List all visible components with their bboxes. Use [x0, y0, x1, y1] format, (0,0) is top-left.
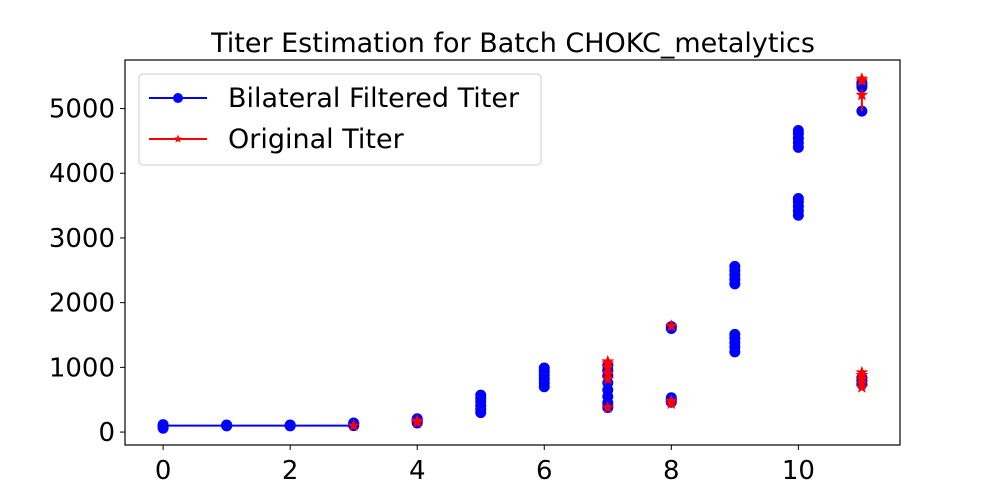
chart-title: Titer Estimation for Batch CHOKC_metalyt… — [210, 28, 815, 59]
data-point-original — [601, 360, 615, 373]
data-point-bilateral — [729, 328, 741, 340]
data-point-bilateral — [538, 362, 550, 374]
data-point-original — [601, 367, 615, 380]
x-tick-label: 8 — [663, 456, 680, 486]
data-point-original — [601, 400, 615, 413]
data-point-original — [601, 354, 615, 367]
data-point-original — [664, 394, 678, 407]
data-point-bilateral — [475, 389, 487, 401]
legend-label: Original Titer — [228, 124, 405, 155]
y-tick-label: 2000 — [49, 289, 115, 319]
legend-marker — [173, 93, 183, 103]
data-point-original — [855, 88, 869, 101]
data-point-original — [855, 372, 869, 385]
x-tick-label: 10 — [782, 456, 815, 486]
y-tick-label: 5000 — [49, 95, 115, 125]
y-tick-label: 3000 — [49, 224, 115, 254]
data-point-original — [855, 72, 869, 85]
data-point-original — [855, 376, 869, 389]
data-point-bilateral — [729, 260, 741, 272]
y-tick-label: 0 — [98, 418, 115, 448]
data-point-original — [855, 380, 869, 393]
data-point-bilateral — [284, 419, 296, 431]
data-point-original — [855, 365, 869, 378]
x-axis: 0 2 4 6 8 10 — [155, 445, 815, 486]
plot-frame — [124, 59, 901, 446]
data-point-original — [347, 418, 361, 431]
x-tick-label: 4 — [409, 456, 426, 486]
data-point-bilateral — [221, 419, 233, 431]
y-tick-label: 4000 — [49, 159, 115, 189]
y-axis: 0 1000 2000 3000 4000 5000 — [49, 95, 125, 448]
y-tick-label: 1000 — [49, 353, 115, 383]
x-tick-label: 0 — [155, 456, 172, 486]
plot-layer — [124, 59, 901, 446]
data-point-bilateral — [792, 125, 804, 137]
x-tick-label: 6 — [536, 456, 553, 486]
data-point-bilateral — [157, 419, 169, 431]
legend-box — [138, 73, 542, 166]
legend-label: Bilateral Filtered Titer — [228, 83, 520, 114]
data-point-bilateral — [792, 192, 804, 204]
data-point-original — [664, 319, 678, 332]
legend: Bilateral Filtered Titer Original Titer — [138, 73, 542, 166]
x-tick-label: 2 — [282, 456, 299, 486]
data-point-original — [601, 372, 615, 385]
legend-marker — [173, 134, 183, 143]
data-point-original — [410, 414, 424, 427]
